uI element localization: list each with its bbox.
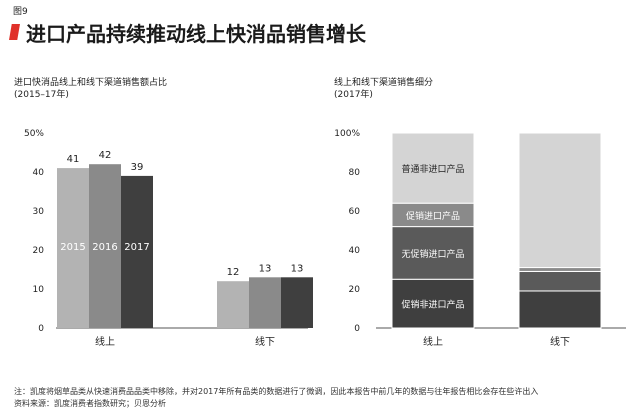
right-bar-segment-线上-1 — [391, 226, 475, 280]
left-y-tick-label: 40 — [33, 168, 45, 178]
left-bar-value-label: 42 — [99, 150, 112, 161]
right-bar-segment-线上-3 — [391, 132, 475, 204]
left-bar-value-label: 12 — [227, 267, 240, 278]
left-bar-2017-线上 — [121, 175, 153, 328]
right-x-category-label: 线下 — [550, 335, 570, 348]
title-accent-mark — [9, 24, 20, 40]
right-y-tick-label: 40 — [349, 246, 361, 256]
right-y-tick-label: 20 — [349, 285, 361, 295]
left-bar-2017-线下 — [281, 277, 313, 328]
right-y-tick-label: 80 — [349, 168, 361, 178]
right-chart-subtitle: (2017年) — [334, 90, 373, 100]
left-chart-subtitle: (2015–17年) — [14, 90, 69, 100]
right-bar-segment-线上-0 — [391, 278, 475, 329]
source-note: 资料来源：凯度消费者指数研究；贝恩分析 — [14, 399, 166, 408]
right-bar-segment-线下-0 — [518, 290, 602, 329]
figure-title: 进口产品持续推动线上快消品销售增长 — [26, 22, 366, 46]
footnote: 注：凯度将烟草品类从快速消费品品类中移除，并对2017年所有品类的数据进行了微调… — [14, 387, 539, 396]
right-segment-label: 普通非进口产品 — [401, 163, 464, 175]
left-bar-2016-线下 — [249, 277, 281, 328]
figure-label: 图9 — [13, 7, 28, 17]
right-segment-label: 促销进口产品 — [406, 210, 460, 222]
left-x-category-label: 线上 — [95, 335, 115, 348]
left-y-tick-label: 10 — [33, 285, 45, 295]
left-bar-series-label: 2015 — [60, 242, 85, 253]
left-bar-2016-线上 — [89, 164, 121, 328]
left-bar-value-label: 39 — [131, 162, 144, 173]
left-y-tick-label: 0 — [38, 324, 44, 334]
right-y-tick-label: 60 — [349, 207, 361, 217]
left-y-tick-label: 50% — [24, 129, 44, 139]
right-segment-label: 无促销进口产品 — [401, 248, 464, 260]
left-bar-value-label: 41 — [67, 154, 80, 165]
left-bar-value-label: 13 — [291, 263, 304, 274]
right-y-tick-label: 0 — [354, 324, 360, 334]
left-bar-2015-线下 — [217, 281, 249, 328]
left-chart-title: 进口快消品线上和线下渠道销售额占比 — [14, 78, 168, 88]
left-y-tick-label: 20 — [33, 246, 45, 256]
left-bar-value-label: 13 — [259, 263, 272, 274]
left-y-tick-label: 30 — [33, 207, 45, 217]
right-segment-label: 促销非进口产品 — [401, 299, 464, 311]
left-x-category-label: 线下 — [255, 335, 275, 348]
left-bar-2015-线上 — [57, 168, 89, 328]
left-bar-series-label: 2016 — [92, 242, 117, 253]
right-bar-segment-线下-3 — [518, 132, 602, 269]
right-bar-segment-线下-2 — [518, 267, 602, 272]
right-bar-segment-线下-1 — [518, 270, 602, 292]
right-x-category-label: 线上 — [423, 335, 443, 348]
left-bar-series-label: 2017 — [124, 242, 149, 253]
right-y-tick-label: 100% — [334, 129, 360, 139]
right-chart-title: 线上和线下渠道销售细分 — [334, 78, 434, 88]
